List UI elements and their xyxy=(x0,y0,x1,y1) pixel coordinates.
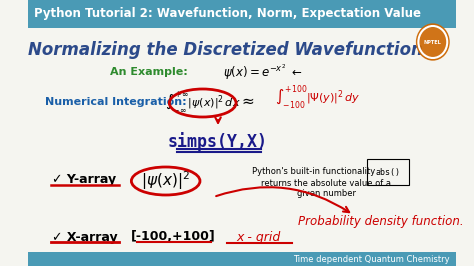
Text: ✓ X-array: ✓ X-array xyxy=(52,231,117,243)
Text: $\int_{-\infty}^{+\infty}|\psi(x)|^2\,dx$: $\int_{-\infty}^{+\infty}|\psi(x)|^2\,dx… xyxy=(165,89,240,115)
Text: An Example:: An Example: xyxy=(109,67,187,77)
Text: $\approx$: $\approx$ xyxy=(239,93,255,107)
Text: Probability density function.: Probability density function. xyxy=(298,215,463,228)
Text: Normalizing the Discretized Wavefunction: Normalizing the Discretized Wavefunction xyxy=(28,41,423,59)
Text: returns the absolute value of a: returns the absolute value of a xyxy=(261,178,392,188)
Text: simps(Y,X): simps(Y,X) xyxy=(168,132,268,152)
Text: given number: given number xyxy=(297,189,356,197)
Text: abs(): abs() xyxy=(375,168,400,177)
Text: $\psi(x) = e^{-x^2}$ $\leftarrow$: $\psi(x) = e^{-x^2}$ $\leftarrow$ xyxy=(223,62,303,82)
Text: Python's built-in functionality: Python's built-in functionality xyxy=(252,168,375,177)
Text: Python Tutorial 2: Wavefunction, Norm, Expectation Value: Python Tutorial 2: Wavefunction, Norm, E… xyxy=(34,7,420,20)
Circle shape xyxy=(417,24,449,60)
Text: ✓ Y-array: ✓ Y-array xyxy=(53,173,117,186)
Text: Numerical Integration:: Numerical Integration: xyxy=(45,97,187,107)
FancyBboxPatch shape xyxy=(28,252,456,266)
Text: NPTEL: NPTEL xyxy=(424,39,442,44)
Text: x - grid: x - grid xyxy=(237,231,281,243)
Text: [-100,+100]: [-100,+100] xyxy=(130,231,215,243)
Text: $\int_{-100}^{+100}|\Psi(y)|^2\,dy$: $\int_{-100}^{+100}|\Psi(y)|^2\,dy$ xyxy=(274,84,360,112)
Text: $|\psi(x)|^2$: $|\psi(x)|^2$ xyxy=(141,170,190,192)
FancyBboxPatch shape xyxy=(28,0,456,28)
Text: Time dependent Quantum Chemistry: Time dependent Quantum Chemistry xyxy=(293,255,450,264)
